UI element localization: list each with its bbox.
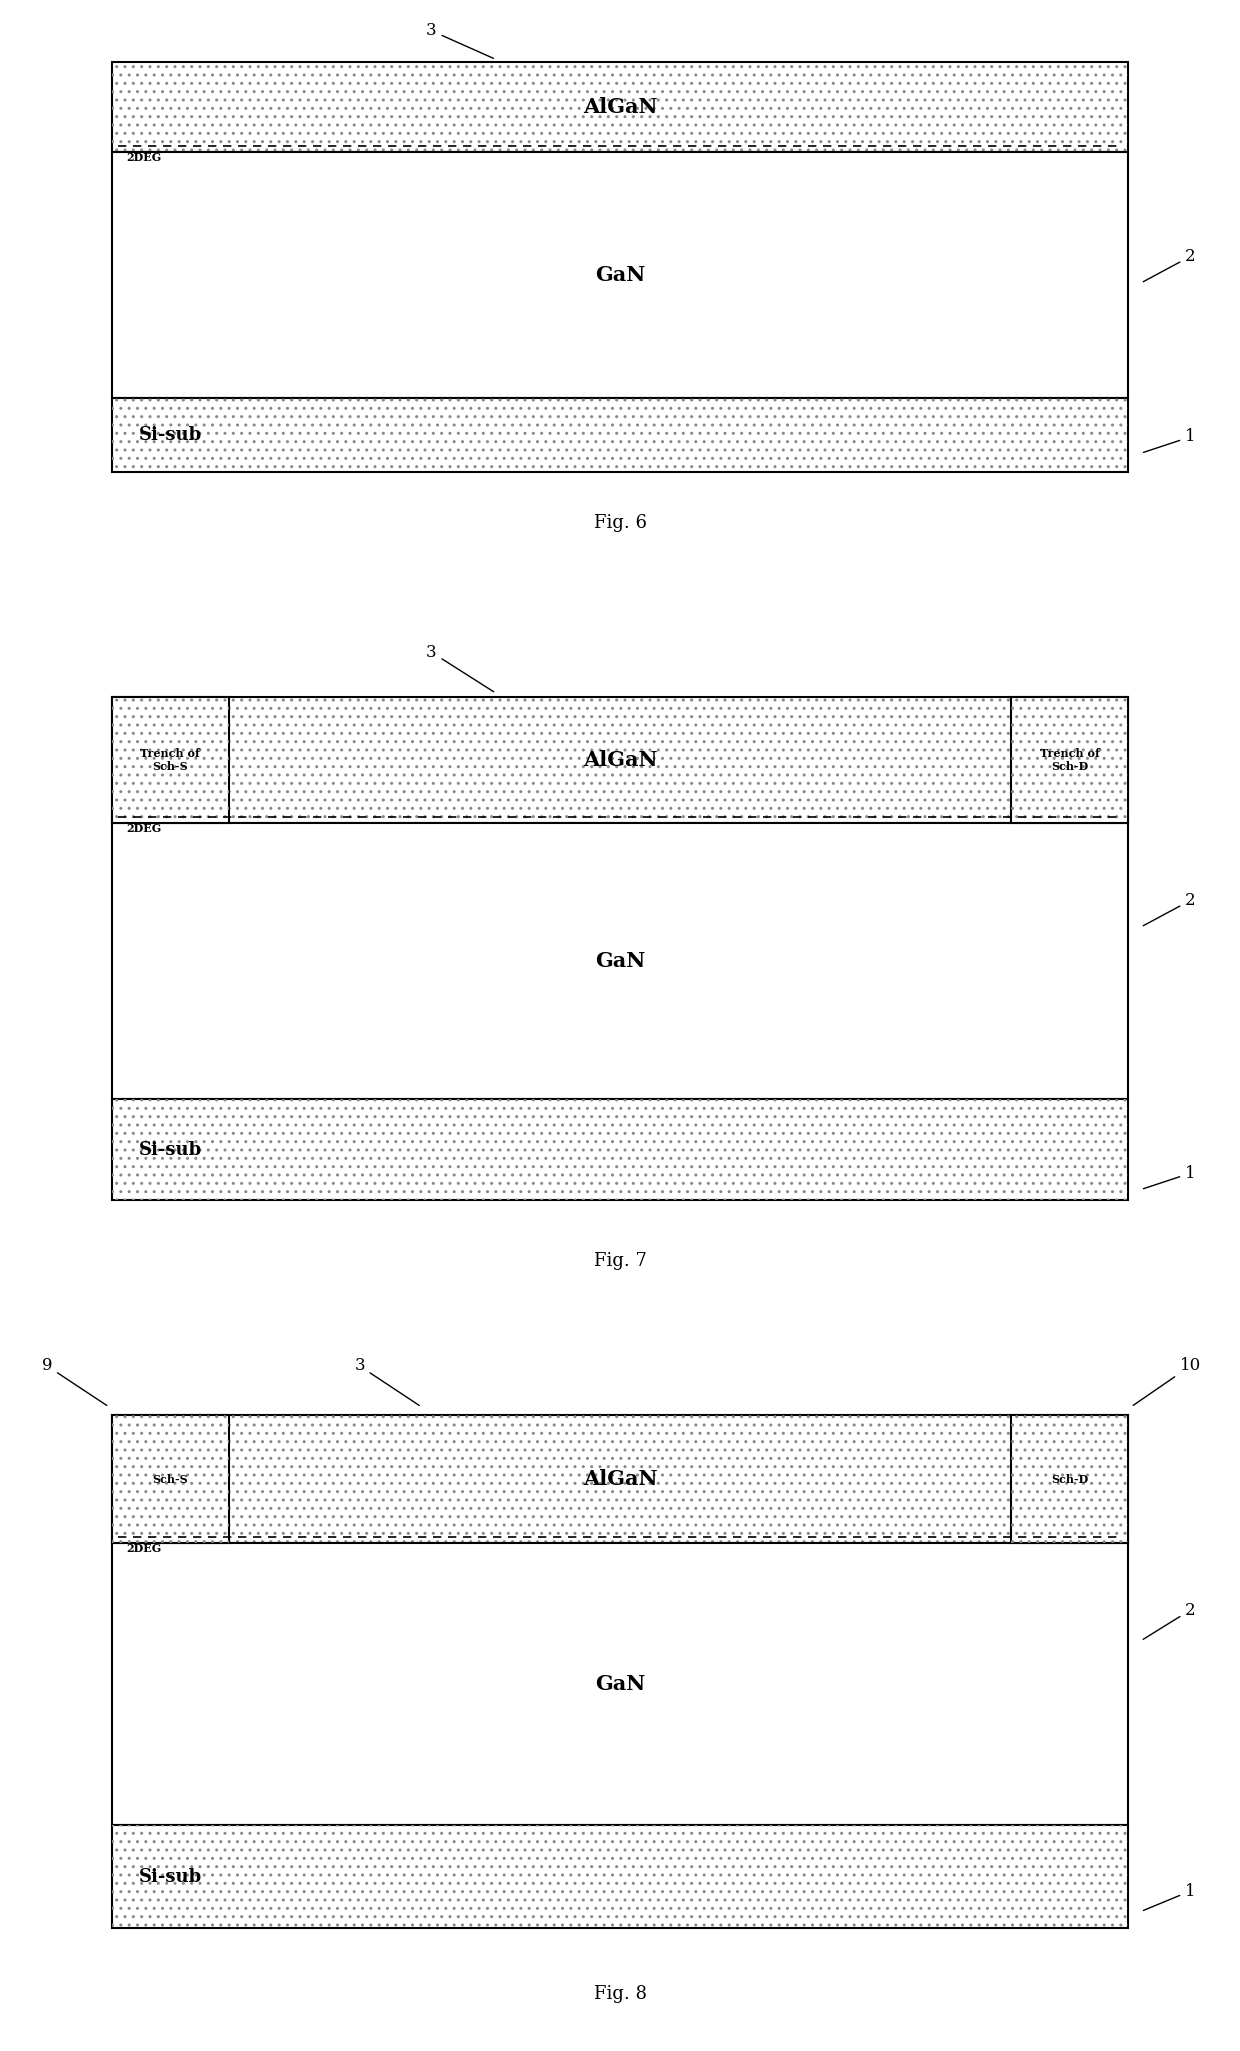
Bar <box>1012 697 1128 822</box>
Text: Si-sub: Si-sub <box>139 1140 202 1159</box>
Text: 3: 3 <box>355 1358 419 1405</box>
Text: 2: 2 <box>1143 892 1195 925</box>
Text: 10: 10 <box>1133 1358 1202 1405</box>
Bar <box>112 697 228 822</box>
Text: Sch-D: Sch-D <box>1052 1475 1089 1485</box>
Text: Fig. 8: Fig. 8 <box>594 1985 646 2002</box>
Bar <box>112 398 1128 472</box>
Bar <box>112 152 1128 398</box>
Text: GaN: GaN <box>595 265 645 285</box>
Bar <box>112 1415 228 1542</box>
Bar <box>112 1099 1128 1200</box>
Bar <box>112 1825 1128 1928</box>
Bar <box>1012 697 1128 822</box>
Text: 2: 2 <box>1143 1602 1195 1639</box>
Text: AlGaN: AlGaN <box>583 1469 657 1489</box>
Bar <box>112 62 1128 152</box>
Text: Trench of
Sch-D: Trench of Sch-D <box>1040 749 1100 771</box>
Bar <box>112 697 1128 822</box>
Text: 9: 9 <box>42 1358 107 1405</box>
Text: GaN: GaN <box>595 952 645 972</box>
Text: 3: 3 <box>427 23 494 57</box>
Bar <box>112 1415 228 1542</box>
Text: Si-sub: Si-sub <box>139 1868 202 1885</box>
Bar <box>112 697 228 822</box>
Text: 1: 1 <box>1143 1883 1195 1909</box>
Bar <box>112 1415 1128 1542</box>
Text: 2DEG: 2DEG <box>126 152 161 162</box>
Text: 2: 2 <box>1143 248 1195 281</box>
Text: Sch-S: Sch-S <box>153 1475 188 1485</box>
Text: Fig. 6: Fig. 6 <box>594 515 646 531</box>
Text: 2DEG: 2DEG <box>126 1542 161 1555</box>
Text: 2DEG: 2DEG <box>126 822 161 835</box>
Text: AlGaN: AlGaN <box>583 96 657 117</box>
Bar <box>1012 1415 1128 1542</box>
Text: Fig. 7: Fig. 7 <box>594 1253 646 1270</box>
Bar <box>112 1415 1128 1542</box>
Bar <box>112 697 1128 822</box>
Text: 1: 1 <box>1143 429 1195 453</box>
Bar <box>112 62 1128 152</box>
Text: 3: 3 <box>427 644 494 691</box>
Bar <box>112 1542 1128 1825</box>
Bar <box>112 398 1128 472</box>
Text: 1: 1 <box>1143 1165 1195 1190</box>
Text: Si-sub: Si-sub <box>139 427 202 443</box>
Bar <box>112 1099 1128 1200</box>
Bar <box>112 822 1128 1099</box>
Bar <box>112 1825 1128 1928</box>
Text: AlGaN: AlGaN <box>583 751 657 771</box>
Text: GaN: GaN <box>595 1674 645 1694</box>
Bar <box>1012 1415 1128 1542</box>
Text: Trench of
Sch-S: Trench of Sch-S <box>140 749 200 771</box>
